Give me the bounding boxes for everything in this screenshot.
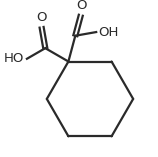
Text: HO: HO (4, 52, 25, 65)
Text: OH: OH (99, 26, 119, 39)
Text: O: O (76, 0, 87, 12)
Text: O: O (36, 11, 47, 24)
